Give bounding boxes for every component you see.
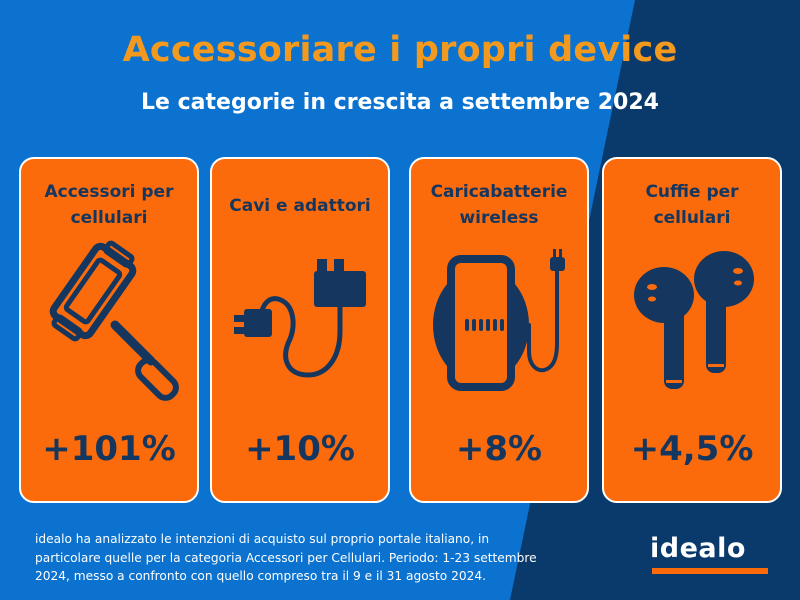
growth-value: +4,5% [630,429,754,469]
card-label-line: cellulari [70,208,148,228]
card-label: Caricabatterie wireless [419,179,579,231]
footnote-line: idealo ha analizzato le intenzioni di ac… [35,532,490,546]
earbuds-icon [634,251,754,389]
card-label-line: cellulari [653,208,731,228]
selfie-stick-icon [49,240,179,401]
growth-value: +10% [245,429,355,469]
logo-underline [652,568,768,574]
footnote-line: 2024, messo a confronto con quello compr… [35,569,487,583]
growth-value: +8% [455,429,543,469]
page-title: Accessoriare i propri device [122,30,678,70]
card-label-line: Cuffie per [645,182,739,202]
growth-value: +101% [42,429,176,469]
category-card-cuffie: Cuffie per cellulari +4,5% [602,157,782,503]
footnote: idealo ha analizzato le intenzioni di ac… [35,530,575,586]
card-label-line: Cavi e adattori [229,196,371,216]
wireless-charger-icon [433,249,565,391]
category-card-caricabatterie: Caricabatterie wireless +8% [409,157,589,503]
footnote-line: particolare quelle per la categoria Acce… [35,550,537,565]
page-subtitle: Le categorie in crescita a settembre 202… [141,90,659,115]
card-label-line: wireless [459,208,539,228]
category-card-cavi: Cavi e adattori +10% [210,157,390,503]
category-card-accessori: Accessori per cellulari +101% [19,157,199,503]
card-label: Cuffie per cellulari [612,179,772,231]
idealo-logo: idealo [650,534,772,578]
logo-text: idealo [650,533,746,564]
card-label-line: Accessori per [44,182,174,202]
card-label-line: Caricabatterie [430,182,568,202]
cable-adapter-icon [234,259,366,378]
card-label: Accessori per cellulari [29,179,189,231]
card-label: Cavi e adattori [220,193,380,219]
